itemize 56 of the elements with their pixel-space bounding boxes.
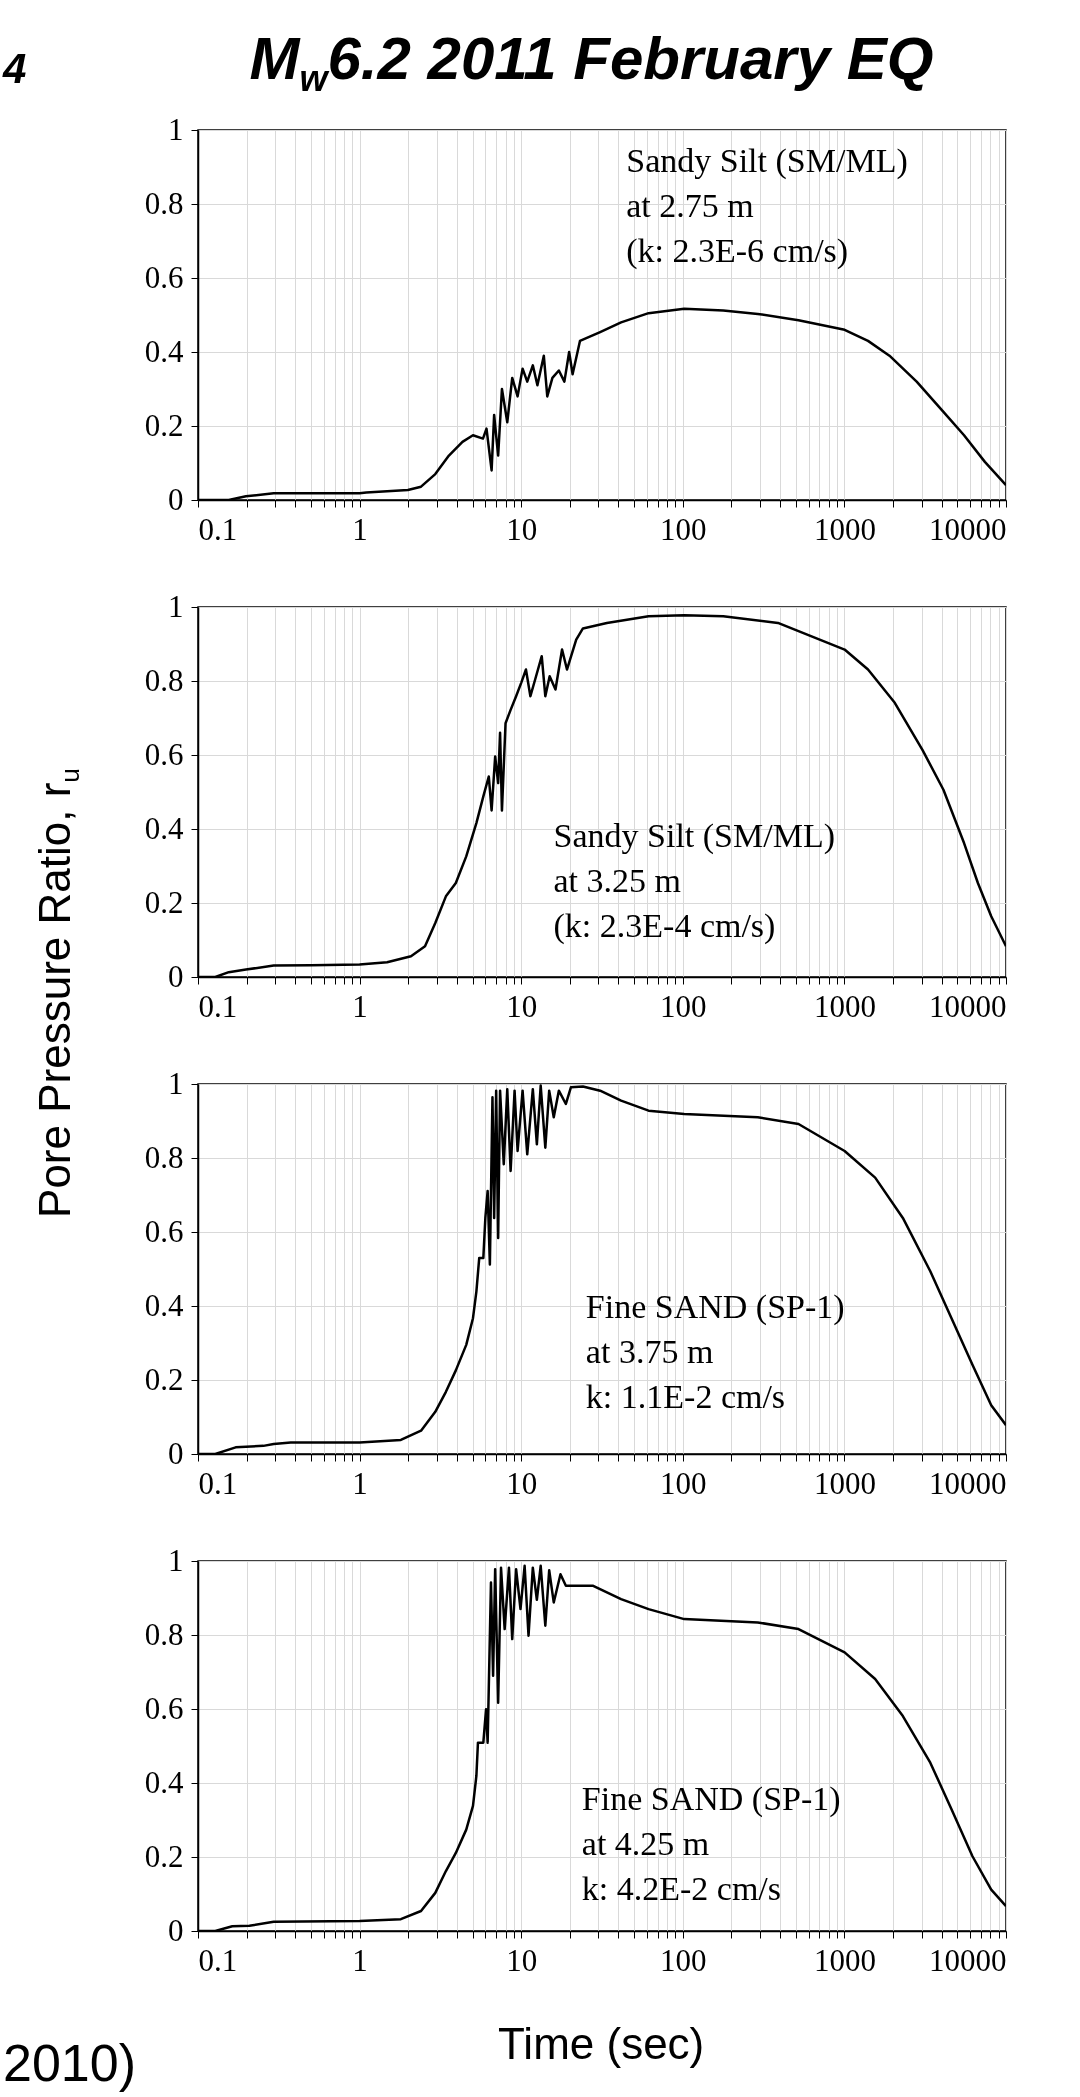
x-tick-label: 10000 [929, 1465, 1007, 1501]
y-tick-label: 0.8 [144, 185, 184, 221]
x-tick-label: 0.1 [198, 1465, 238, 1501]
x-tick-label: 10 [506, 1942, 538, 1978]
y-tick-label: 0 [168, 1912, 184, 1948]
y-tick-label: 0.4 [144, 810, 184, 846]
y-axis-title: Pore Pressure Ratio, ru [30, 768, 85, 1218]
x-tick-label: 10000 [929, 988, 1007, 1024]
x-tick-label: 10000 [929, 511, 1007, 547]
y-tick-label: 0.8 [144, 1139, 184, 1175]
y-tick-label: 0.4 [144, 333, 184, 369]
x-tick-label: 1000 [813, 1465, 876, 1501]
y-tick-label: 1 [168, 588, 184, 624]
x-tick-label: 100 [660, 511, 707, 547]
x-tick-label: 100 [660, 1465, 707, 1501]
y-tick-label: 0.6 [144, 1213, 184, 1249]
x-tick-label: 1000 [813, 1942, 876, 1978]
annotation: Fine SAND (SP-1) at 4.25 m k: 4.2E-2 cm/s [581, 1780, 841, 1907]
y-tick-label: 1 [168, 111, 184, 147]
y-tick-label: 1 [168, 1542, 184, 1578]
x-tick-label: 0.1 [198, 1942, 238, 1978]
annotation: Fine SAND (SP-1) at 3.75 m k: 1.1E-2 cm/s [585, 1288, 845, 1416]
annotation: Sandy Silt (SM/ML) at 3.25 m (k: 2.3E-4 cm/s) [553, 816, 835, 945]
y-tick-label: 0.2 [144, 884, 184, 920]
y-tick-label: 0.8 [144, 662, 184, 698]
text: 2010) [3, 2034, 136, 2092]
y-tick-label: 0.6 [144, 1690, 184, 1726]
y-tick-label: 0.2 [144, 1361, 184, 1397]
x-tick-label: 100 [660, 1942, 707, 1978]
y-tick-label: 0.6 [144, 736, 184, 772]
y-tick-label: 0.8 [144, 1616, 184, 1652]
x-tick-label: 10 [506, 988, 538, 1024]
x-tick-label: 1 [352, 988, 368, 1024]
x-tick-label: 10000 [929, 1942, 1007, 1978]
annotation: Sandy Silt (SM/ML) at 2.75 m (k: 2.3E-6 cm/s) [626, 141, 908, 270]
x-axis-title: Time (sec) [498, 2019, 705, 2068]
y-tick-label: 0 [168, 1435, 184, 1471]
y-tick-label: 0.4 [144, 1287, 184, 1323]
x-tick-label: 0.1 [198, 988, 238, 1024]
x-tick-label: 100 [660, 988, 707, 1024]
x-tick-label: 1 [352, 1465, 368, 1501]
x-tick-label: 0.1 [198, 511, 238, 547]
x-tick-label: 1 [352, 511, 368, 547]
y-tick-label: 1 [168, 1065, 184, 1101]
x-tick-label: 10 [506, 1465, 538, 1501]
x-tick-label: 1000 [813, 988, 876, 1024]
y-tick-label: 0.2 [144, 407, 184, 443]
y-tick-label: 0 [168, 958, 184, 994]
x-tick-label: 10 [506, 511, 538, 547]
y-tick-label: 0.4 [144, 1764, 184, 1800]
text: 4 [2, 45, 27, 92]
y-tick-label: 0.6 [144, 259, 184, 295]
y-tick-label: 0 [168, 481, 184, 517]
x-tick-label: 1000 [813, 511, 876, 547]
x-tick-label: 1 [352, 1942, 368, 1978]
y-tick-label: 0.2 [144, 1838, 184, 1874]
